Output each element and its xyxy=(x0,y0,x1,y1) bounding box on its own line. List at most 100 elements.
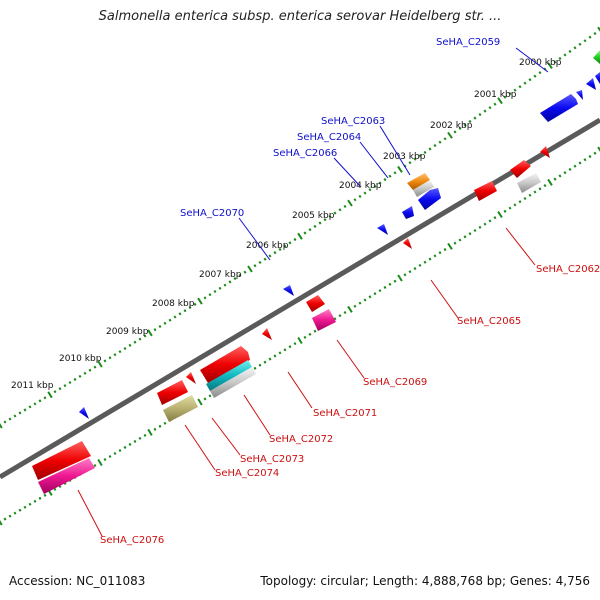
gene-label[interactable]: SeHA_C2063 xyxy=(321,116,385,127)
gene-arrow-red[interactable] xyxy=(306,295,325,312)
gene-label[interactable]: SeHA_C2072 xyxy=(269,434,333,445)
gene-arrow-green[interactable] xyxy=(593,50,600,64)
tick-mark xyxy=(238,273,242,277)
gene-label[interactable]: SeHA_C2066 xyxy=(273,148,337,159)
gene-arrow-orange[interactable] xyxy=(407,173,430,190)
tick-mark xyxy=(278,351,282,355)
gene-label[interactable]: SeHA_C2059 xyxy=(436,37,500,48)
gene-arrow-red[interactable] xyxy=(540,146,550,158)
tick-mark xyxy=(143,334,147,338)
tick-mark xyxy=(538,187,542,191)
gene-arrow-red[interactable] xyxy=(474,181,497,201)
tick-mark xyxy=(153,328,157,332)
tick-mark xyxy=(8,417,12,421)
tick-mark xyxy=(543,184,547,188)
gene-arrow-red[interactable] xyxy=(200,346,250,383)
tick-mark xyxy=(223,283,227,287)
tick-mark xyxy=(428,257,432,261)
gene-arrow-blue[interactable] xyxy=(540,94,578,122)
tick-mark xyxy=(597,26,600,32)
gene-label[interactable]: SeHA_C2074 xyxy=(215,468,279,479)
gene-arrow-blue[interactable] xyxy=(595,72,600,84)
gene-arrow-red[interactable] xyxy=(157,380,188,405)
gene-arrow-gray[interactable] xyxy=(413,180,434,197)
tick-mark xyxy=(18,508,22,512)
gene-arrow-red[interactable] xyxy=(186,372,196,384)
tick-mark xyxy=(123,346,127,351)
tick-mark xyxy=(0,520,3,526)
tick-mark xyxy=(478,225,482,229)
gene-arrow-blue[interactable] xyxy=(586,78,596,90)
gene-label[interactable]: SeHA_C2069 xyxy=(363,377,427,388)
gene-arrow-red[interactable] xyxy=(32,441,91,480)
gene-label[interactable]: SeHA_C2073 xyxy=(240,454,304,465)
tick-mark xyxy=(128,442,132,446)
tick-mark xyxy=(473,228,477,233)
gene-arrow-blue[interactable] xyxy=(283,285,294,296)
tick-mark xyxy=(547,62,553,69)
tick-mark xyxy=(423,260,427,264)
tick-mark xyxy=(508,92,512,96)
tick-mark xyxy=(323,218,327,222)
gene-arrow-blue[interactable] xyxy=(418,188,441,210)
gene-arrow-red[interactable] xyxy=(510,160,531,178)
tick-mark xyxy=(473,116,477,120)
kbp-label: 2011 kbp xyxy=(11,381,54,391)
gene-label[interactable]: SeHA_C2070 xyxy=(180,208,244,219)
gene-arrow-olive[interactable] xyxy=(163,395,198,422)
tick-mark xyxy=(208,293,212,297)
gene-arrow-teal[interactable] xyxy=(206,360,252,391)
tick-mark xyxy=(158,424,162,428)
gene-arrow-pink[interactable] xyxy=(38,458,95,494)
kbp-label: 2000 kbp xyxy=(519,58,562,68)
tick-mark xyxy=(288,241,292,245)
kbp-labels: 2000 kbp 2001 kbp 2002 kbp 2003 kbp 2004… xyxy=(11,58,562,391)
tick-mark xyxy=(243,270,247,274)
tick-mark xyxy=(483,109,487,113)
gene-arrow-blue[interactable] xyxy=(576,90,583,100)
tick-mark xyxy=(568,167,572,172)
tick-mark xyxy=(93,463,97,468)
tick-mark xyxy=(103,457,107,462)
tick-mark xyxy=(43,493,47,497)
gene-arrow-gray[interactable] xyxy=(517,173,541,193)
gene-arrow-red[interactable] xyxy=(403,238,412,249)
tick-mark xyxy=(453,241,457,245)
tick-mark xyxy=(193,302,197,306)
tick-mark xyxy=(508,206,512,210)
tick-mark xyxy=(313,224,317,228)
gene-arrow-pink[interactable] xyxy=(312,309,336,331)
tick-mark xyxy=(97,360,103,368)
tick-mark xyxy=(263,360,267,364)
tick-mark xyxy=(138,337,142,341)
gene-arrow-blue[interactable] xyxy=(402,206,414,219)
tick-mark xyxy=(343,310,347,315)
tick-mark xyxy=(423,150,427,154)
tick-mark xyxy=(197,398,203,406)
tick-mark xyxy=(97,458,103,467)
gene-label[interactable]: SeHA_C2065 xyxy=(457,316,521,327)
forward-leader-lines xyxy=(238,47,549,261)
tick-mark xyxy=(147,428,153,436)
gene-arrow-gray[interactable] xyxy=(210,367,256,398)
tick-mark xyxy=(478,113,482,117)
tick-mark xyxy=(483,222,487,226)
tick-mark xyxy=(468,119,472,124)
gene-label[interactable]: SeHA_C2064 xyxy=(297,132,361,143)
gene-label[interactable]: SeHA_C2062 xyxy=(536,264,600,275)
tick-mark xyxy=(573,46,577,50)
gene-label[interactable]: SeHA_C2071 xyxy=(313,408,377,419)
tick-mark xyxy=(447,242,453,250)
gene-arrow-blue[interactable] xyxy=(79,407,89,419)
tick-mark xyxy=(513,88,517,92)
tick-mark xyxy=(468,232,472,236)
gene-label[interactable]: SeHA_C2076 xyxy=(100,535,164,546)
tick-mark xyxy=(333,211,337,215)
tick-mark xyxy=(593,32,597,36)
gene-arrow-red[interactable] xyxy=(262,328,272,340)
gene-arrow-blue[interactable] xyxy=(377,224,388,235)
tick-mark xyxy=(513,203,517,207)
tick-mark xyxy=(538,71,542,75)
tick-mark xyxy=(93,365,97,369)
tick-mark xyxy=(63,384,67,388)
